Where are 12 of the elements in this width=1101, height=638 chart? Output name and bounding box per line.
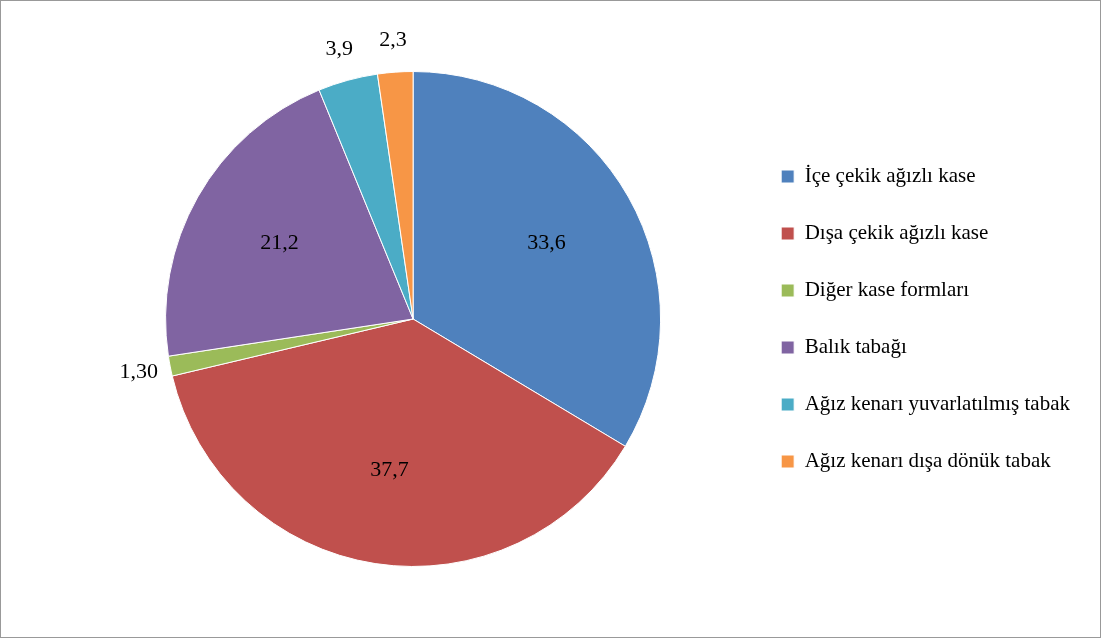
legend-label: Ağız kenarı dışa dönük tabak: [804, 448, 1052, 473]
data-label: 37,7: [370, 456, 409, 482]
data-label: 33,6: [527, 229, 566, 255]
data-label: 3,9: [325, 35, 354, 61]
legend-label: Dışa çekik ağızlı kase: [804, 220, 989, 245]
legend-label: Diğer kase formları: [804, 277, 970, 302]
legend-label: Balık tabağı: [804, 334, 907, 359]
data-label: 2,3: [379, 26, 407, 52]
data-label: 21,2: [260, 229, 299, 255]
legend-label: İçe çekik ağızlı kase: [804, 163, 976, 188]
legend-label: Ağız kenarı yuvarlatılmış tabak: [804, 391, 1071, 416]
data-label: 1,30: [119, 358, 158, 384]
